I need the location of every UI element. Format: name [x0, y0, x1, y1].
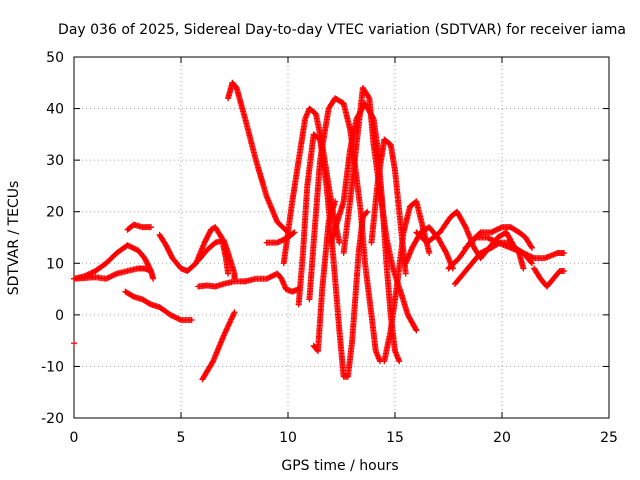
data-point: [364, 208, 371, 215]
data-point: [365, 93, 372, 100]
x-tick-label: 5: [177, 430, 186, 446]
x-tick-label: 15: [386, 430, 404, 446]
series-arc-25: [462, 234, 568, 262]
series-arc-26: [531, 265, 568, 290]
chart-title: Day 036 of 2025, Sidereal Day-to-day VTE…: [58, 22, 626, 38]
data-point: [188, 317, 195, 324]
y-tick-label: 20: [46, 205, 64, 221]
x-tick-label: 10: [279, 430, 297, 446]
data-point: [413, 327, 420, 334]
series-arc-07: [195, 237, 238, 282]
data-point: [291, 229, 298, 236]
data-point: [150, 275, 157, 282]
data-point: [561, 268, 568, 275]
y-tick-label: 50: [46, 50, 64, 66]
data-point: [412, 326, 419, 333]
data-point: [231, 309, 238, 316]
plot-frame: [73, 56, 610, 419]
series-arc-16: [310, 198, 339, 354]
data-point: [561, 249, 568, 256]
series-arc-14: [295, 131, 371, 380]
data-point: [225, 270, 232, 277]
tick-labels: 0 5 10 15 20 25 -20 -10 0 10 20 30 40 50: [41, 50, 618, 446]
y-tick-label: 30: [46, 153, 64, 169]
series-arc-10: [225, 79, 291, 236]
x-tick-label: 25: [600, 430, 618, 446]
data-point: [336, 239, 343, 246]
data-point: [363, 209, 370, 216]
data-point: [461, 222, 468, 229]
data-point: [528, 243, 535, 250]
series-arc-19: [368, 136, 409, 277]
data-point: [442, 248, 449, 255]
x-axis-label: GPS time / hours: [281, 458, 398, 474]
data-point: [520, 265, 527, 272]
series-arc-05: [122, 288, 195, 324]
data-point: [528, 259, 535, 266]
series-arc-09: [199, 309, 238, 383]
series-arc-03: [124, 221, 155, 233]
data-series: [71, 79, 568, 383]
series-arc-04: [71, 340, 77, 347]
series-arc-20: [381, 198, 433, 365]
series-arc-12: [263, 229, 298, 246]
x-tick-label: 0: [70, 430, 79, 446]
series-arc-11: [242, 270, 302, 295]
y-tick-label: -10: [41, 359, 64, 375]
series-arc-24: [451, 239, 527, 287]
y-tick-label: 0: [55, 308, 64, 324]
data-point: [332, 198, 339, 205]
series-arc-08: [195, 278, 249, 290]
data-point: [528, 244, 535, 251]
data-point: [396, 358, 403, 365]
x-tick-label: 20: [493, 430, 511, 446]
y-tick-label: 40: [46, 102, 64, 118]
data-point: [71, 340, 77, 347]
data-point: [148, 224, 155, 231]
y-tick-label: -20: [41, 411, 64, 427]
data-point: [426, 249, 433, 256]
data-point: [290, 230, 297, 237]
series-arc-06: [156, 224, 232, 277]
series-arc-02: [71, 242, 157, 282]
data-point: [402, 270, 409, 277]
data-point: [528, 260, 535, 267]
y-tick-label: 10: [46, 256, 64, 272]
y-axis-label: SDTVAR / TECUs: [6, 181, 22, 296]
